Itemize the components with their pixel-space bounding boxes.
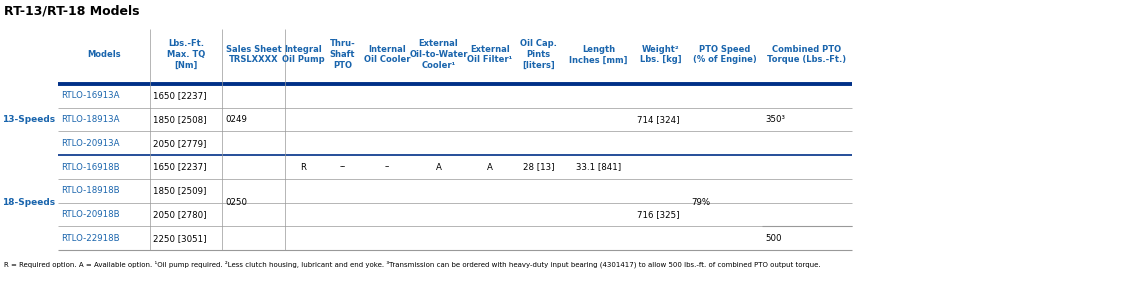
- Text: --: --: [340, 163, 345, 171]
- Text: Lbs.-Ft.
Max. TQ
[Nm]: Lbs.-Ft. Max. TQ [Nm]: [166, 39, 205, 70]
- Text: –: –: [385, 163, 389, 171]
- Text: 79%: 79%: [691, 198, 710, 207]
- Text: 18-Speeds: 18-Speeds: [2, 198, 55, 207]
- Text: R: R: [300, 163, 306, 171]
- Text: RTLO-22918B: RTLO-22918B: [61, 234, 119, 243]
- Text: Length
Inches [mm]: Length Inches [mm]: [569, 45, 628, 64]
- Text: A: A: [487, 163, 493, 171]
- Text: 2250 [3051]: 2250 [3051]: [153, 234, 207, 243]
- Text: Oil Cap.
Pints
[liters]: Oil Cap. Pints [liters]: [520, 39, 557, 70]
- Text: 13-Speeds: 13-Speeds: [2, 115, 55, 124]
- Text: 500: 500: [765, 234, 782, 243]
- Text: 0250: 0250: [225, 198, 248, 207]
- Text: Internal
Oil Cooler: Internal Oil Cooler: [363, 45, 411, 64]
- Text: 716 [325]: 716 [325]: [637, 210, 679, 219]
- Text: RTLO-16913A: RTLO-16913A: [61, 91, 119, 100]
- Text: 2050 [2780]: 2050 [2780]: [153, 210, 207, 219]
- Text: 28 [13]: 28 [13]: [523, 163, 555, 171]
- Text: External
Oil Filter¹: External Oil Filter¹: [467, 45, 513, 64]
- Text: Sales Sheet
TRSLXXXX: Sales Sheet TRSLXXXX: [226, 45, 281, 64]
- Text: 1850 [2508]: 1850 [2508]: [153, 115, 207, 124]
- Text: RTLO-20918B: RTLO-20918B: [61, 210, 119, 219]
- Text: RTLO-16918B: RTLO-16918B: [61, 163, 119, 171]
- Text: RTLO-18918B: RTLO-18918B: [61, 186, 119, 195]
- Text: RTLO-18913A: RTLO-18913A: [61, 115, 119, 124]
- Text: External
Oil-to-Water
Cooler¹: External Oil-to-Water Cooler¹: [410, 39, 468, 70]
- Text: 350³: 350³: [765, 115, 785, 124]
- Text: 1850 [2509]: 1850 [2509]: [153, 186, 206, 195]
- Text: PTO Speed
(% of Engine): PTO Speed (% of Engine): [693, 45, 757, 64]
- Text: 33.1 [841]: 33.1 [841]: [576, 163, 621, 171]
- Text: Combined PTO
Torque (Lbs.-Ft.): Combined PTO Torque (Lbs.-Ft.): [767, 45, 847, 64]
- Text: Integral
Oil Pump: Integral Oil Pump: [282, 45, 325, 64]
- Text: 0249: 0249: [225, 115, 246, 124]
- Text: 2050 [2779]: 2050 [2779]: [153, 139, 206, 148]
- Text: A: A: [435, 163, 441, 171]
- Text: R = Required option. A = Available option. ¹Oil pump required. ²Less clutch hous: R = Required option. A = Available optio…: [4, 260, 820, 268]
- Text: Weight²
Lbs. [kg]: Weight² Lbs. [kg]: [640, 45, 682, 64]
- Text: RT-13/RT-18 Models: RT-13/RT-18 Models: [4, 4, 140, 17]
- Text: 1650 [2237]: 1650 [2237]: [153, 163, 207, 171]
- Text: Models: Models: [88, 50, 120, 59]
- Text: Thru-
Shaft
PTO: Thru- Shaft PTO: [330, 39, 356, 70]
- Text: 1650 [2237]: 1650 [2237]: [153, 91, 207, 100]
- Text: 714 [324]: 714 [324]: [637, 115, 679, 124]
- Text: RTLO-20913A: RTLO-20913A: [61, 139, 119, 148]
